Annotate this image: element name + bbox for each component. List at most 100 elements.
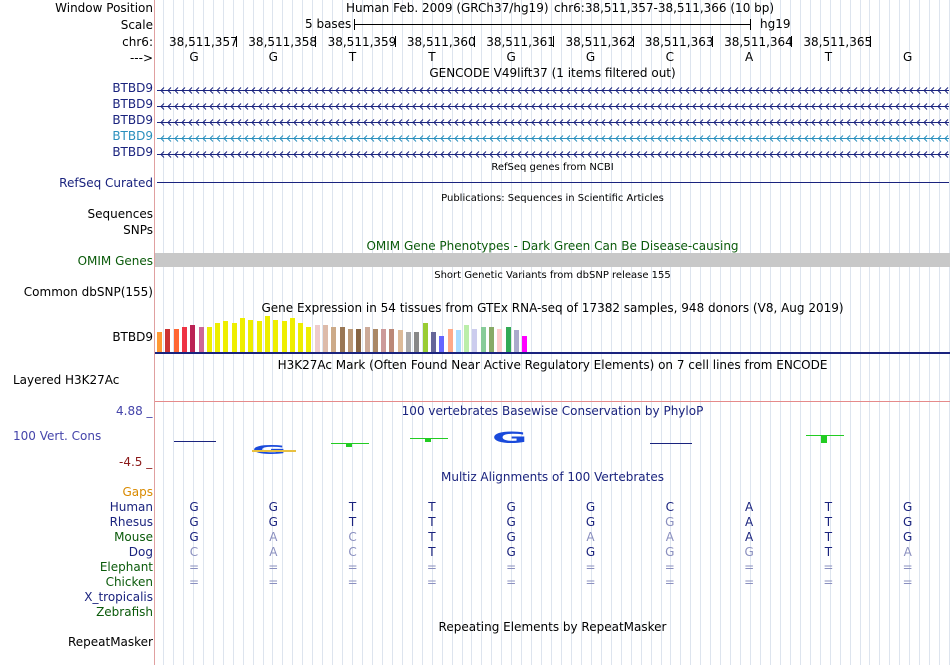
scale-label: Scale bbox=[120, 18, 153, 32]
gtex-tissue-bar[interactable] bbox=[347, 329, 353, 352]
gencode-gene-label[interactable]: BTBD9 bbox=[112, 81, 153, 95]
gencode-gene-label[interactable]: BTBD9 bbox=[112, 145, 153, 159]
coordinate-tick: 38,511,364 bbox=[724, 35, 793, 49]
coordinate-tick-mark bbox=[315, 36, 317, 47]
gtex-tissue-bar[interactable] bbox=[248, 320, 254, 352]
cons-mark bbox=[650, 443, 692, 444]
gtex-tissue-bar[interactable] bbox=[306, 327, 312, 352]
gtex-tissue-bar[interactable] bbox=[522, 336, 528, 352]
multiz-base: T bbox=[428, 500, 436, 514]
gtex-tissue-bar[interactable] bbox=[406, 332, 411, 352]
gtex-tissue-bar[interactable] bbox=[497, 329, 503, 352]
multiz-species-label[interactable]: Chicken bbox=[105, 575, 153, 589]
label-separator bbox=[154, 0, 155, 665]
gencode-gene-arrows[interactable] bbox=[157, 100, 949, 110]
multiz-base: = bbox=[664, 560, 675, 574]
multiz-species-label[interactable]: Mouse bbox=[114, 530, 153, 544]
gtex-tissue-bar[interactable] bbox=[356, 329, 362, 352]
gaps-label[interactable]: Gaps bbox=[122, 485, 153, 499]
refseq-gene-line[interactable] bbox=[157, 182, 949, 183]
omim-gene-bar[interactable] bbox=[155, 253, 950, 267]
multiz-base: = bbox=[426, 575, 437, 589]
repeatmasker-label[interactable]: RepeatMasker bbox=[67, 635, 153, 649]
multiz-species-label[interactable]: Zebrafish bbox=[96, 605, 153, 619]
gtex-tissue-bar[interactable] bbox=[455, 330, 461, 352]
multiz-base: G bbox=[903, 500, 913, 514]
gtex-tissue-bar[interactable] bbox=[289, 318, 295, 352]
gencode-gene-label[interactable]: BTBD9 bbox=[112, 97, 153, 111]
gtex-tissue-bar[interactable] bbox=[447, 329, 453, 352]
gtex-tissue-bar[interactable] bbox=[215, 323, 221, 352]
gtex-tissue-bar[interactable] bbox=[157, 332, 162, 352]
gencode-gene-label[interactable]: BTBD9 bbox=[112, 113, 153, 127]
multiz-species-label[interactable]: X_tropicalis bbox=[84, 590, 153, 604]
gencode-gene-arrows[interactable] bbox=[157, 116, 949, 126]
gencode-gene-label[interactable]: BTBD9 bbox=[112, 129, 153, 143]
gtex-tissue-bar[interactable] bbox=[223, 321, 229, 352]
gtex-tissue-bar[interactable] bbox=[165, 329, 171, 352]
gtex-label[interactable]: BTBD9 bbox=[112, 330, 153, 344]
phylop-ymax: 4.88 _ bbox=[116, 404, 153, 418]
gtex-tissue-bar[interactable] bbox=[181, 327, 187, 352]
coordinate-tick-mark bbox=[711, 36, 713, 47]
gtex-tissue-bar[interactable] bbox=[439, 336, 445, 352]
gtex-tissue-bar[interactable] bbox=[464, 325, 470, 352]
multiz-species-label[interactable]: Elephant bbox=[99, 560, 153, 574]
gtex-tissue-bar[interactable] bbox=[173, 329, 179, 352]
gtex-tissue-bar[interactable] bbox=[298, 323, 304, 352]
gtex-tissue-bar[interactable] bbox=[240, 318, 245, 352]
phylop-ymin: -4.5 _ bbox=[119, 455, 153, 469]
multiz-base: = bbox=[347, 575, 358, 589]
omim-label[interactable]: OMIM Genes bbox=[77, 254, 153, 268]
coordinate-tick: 38,511,362 bbox=[565, 35, 635, 49]
gtex-tissue-bar[interactable] bbox=[381, 329, 387, 352]
multiz-base: = bbox=[188, 560, 200, 574]
assembly-name: Human Feb. 2009 (GRCh37/hg19) bbox=[346, 1, 549, 15]
snps-label[interactable]: SNPs bbox=[123, 223, 153, 237]
dbsnp-label[interactable]: Common dbSNP(155) bbox=[23, 285, 153, 299]
gtex-tissue-bar[interactable] bbox=[281, 321, 287, 352]
h3k27ac-label[interactable]: Layered H3K27Ac bbox=[13, 373, 120, 387]
gtex-tissue-bar[interactable] bbox=[489, 327, 494, 352]
gtex-tissue-bar[interactable] bbox=[198, 327, 204, 352]
multiz-base: = bbox=[585, 575, 596, 589]
multiz-species-label[interactable]: Human bbox=[109, 500, 153, 514]
gtex-tissue-bar[interactable] bbox=[513, 330, 519, 352]
gencode-gene-arrows[interactable] bbox=[157, 132, 949, 142]
window-position[interactable]: chr6:38,511,357-38,511,366 (10 bp) bbox=[554, 1, 775, 15]
gtex-tissue-bar[interactable] bbox=[480, 327, 486, 352]
gtex-tissue-bar[interactable] bbox=[264, 316, 270, 352]
gtex-tissue-bar[interactable] bbox=[190, 325, 196, 352]
gtex-tissue-bar[interactable] bbox=[256, 321, 262, 352]
multiz-base: G bbox=[189, 515, 199, 529]
gtex-tissue-bar[interactable] bbox=[505, 327, 511, 352]
gtex-baseline bbox=[155, 352, 950, 354]
phylop-label[interactable]: 100 Vert. Cons bbox=[13, 429, 102, 443]
base-letter: G bbox=[268, 50, 278, 64]
gtex-tissue-bar[interactable] bbox=[331, 327, 337, 352]
refseq-label[interactable]: RefSeq Curated bbox=[59, 176, 153, 190]
gtex-tissue-bar[interactable] bbox=[472, 329, 478, 352]
sequences-label[interactable]: Sequences bbox=[87, 207, 153, 221]
multiz-base: A bbox=[269, 545, 278, 559]
gtex-tissue-bar[interactable] bbox=[397, 330, 403, 352]
gtex-tissue-bar[interactable] bbox=[206, 327, 212, 352]
gtex-tissue-bar[interactable] bbox=[231, 323, 237, 352]
multiz-base: G bbox=[189, 500, 199, 514]
cons-mark bbox=[346, 443, 352, 447]
gencode-gene-arrows[interactable] bbox=[157, 148, 949, 158]
gtex-tissue-bar[interactable] bbox=[364, 327, 370, 352]
gtex-tissue-bar[interactable] bbox=[389, 329, 395, 352]
gtex-tissue-bar[interactable] bbox=[314, 325, 320, 352]
gtex-tissue-bar[interactable] bbox=[414, 332, 420, 352]
gtex-tissue-bar[interactable] bbox=[430, 332, 436, 352]
gtex-tissue-bar[interactable] bbox=[372, 329, 378, 352]
multiz-species-label[interactable]: Rhesus bbox=[109, 515, 153, 529]
multiz-species-label[interactable]: Dog bbox=[128, 545, 153, 559]
gtex-tissue-bar[interactable] bbox=[422, 323, 428, 352]
gtex-tissue-bar[interactable] bbox=[273, 320, 279, 352]
gtex-tissue-bar[interactable] bbox=[323, 325, 328, 352]
gtex-bar-chart[interactable] bbox=[157, 316, 537, 352]
gtex-tissue-bar[interactable] bbox=[339, 327, 345, 352]
gencode-gene-arrows[interactable] bbox=[157, 84, 949, 94]
